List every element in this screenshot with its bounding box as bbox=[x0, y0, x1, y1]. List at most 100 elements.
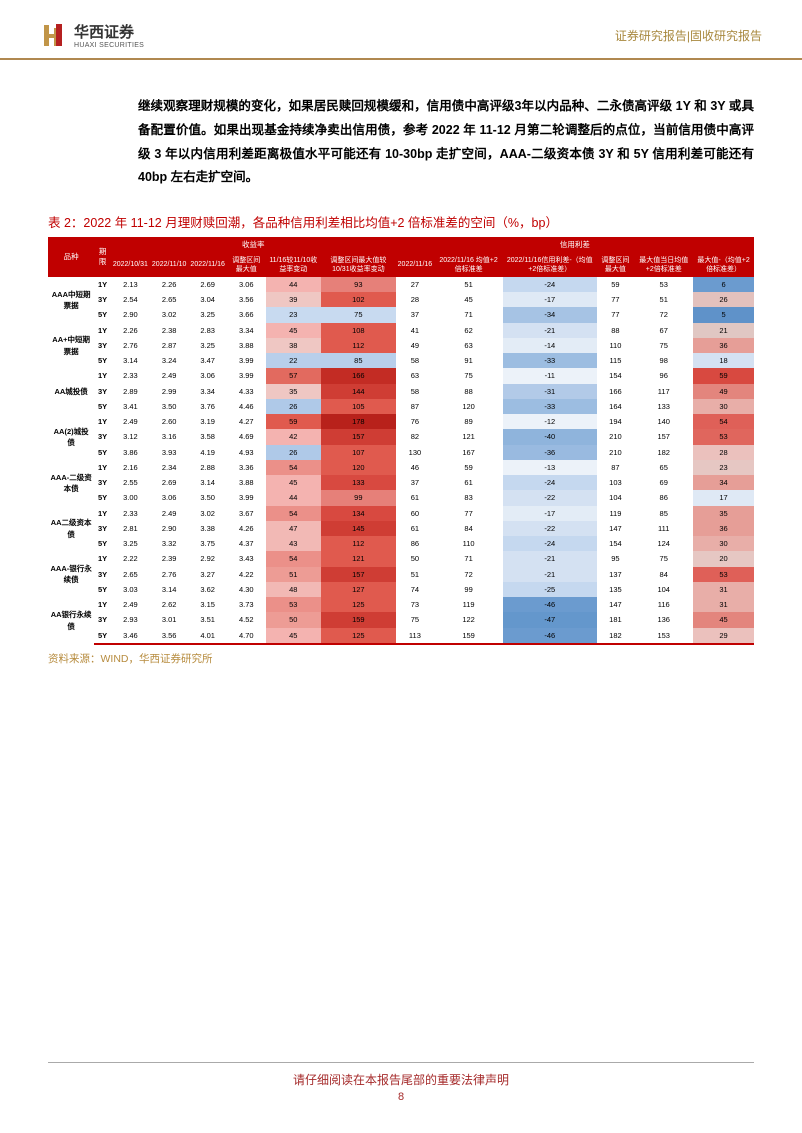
data-cell: 61 bbox=[396, 490, 435, 505]
data-cell: 120 bbox=[321, 460, 396, 475]
table-row: 5Y3.413.503.764.462610587120-3316413330 bbox=[48, 399, 754, 414]
data-cell: 4.22 bbox=[227, 567, 266, 582]
data-cell: -12 bbox=[503, 414, 597, 429]
term-cell: 3Y bbox=[94, 429, 111, 444]
col7: 调整区间最大值较10/31收益率变动 bbox=[321, 253, 396, 277]
data-cell: 133 bbox=[321, 475, 396, 490]
data-cell: 3.32 bbox=[150, 536, 189, 551]
category-cell: AAA中短期票据 bbox=[48, 277, 94, 323]
data-cell: 2.60 bbox=[150, 414, 189, 429]
data-cell: 2.83 bbox=[188, 323, 227, 338]
data-cell: 60 bbox=[396, 506, 435, 521]
data-cell: 4.37 bbox=[227, 536, 266, 551]
data-cell: 2.49 bbox=[150, 368, 189, 383]
category-cell: AA城投债 bbox=[48, 368, 94, 414]
data-cell: 135 bbox=[597, 582, 635, 597]
table-row: 5Y3.863.934.194.9326107130167-3621018228 bbox=[48, 445, 754, 460]
data-cell: 3.46 bbox=[111, 628, 150, 644]
data-cell: 134 bbox=[321, 506, 396, 521]
data-cell: 62 bbox=[434, 323, 503, 338]
data-cell: 45 bbox=[266, 475, 321, 490]
term-cell: 3Y bbox=[94, 292, 111, 307]
data-cell: 53 bbox=[693, 567, 754, 582]
data-cell: -31 bbox=[503, 384, 597, 399]
data-cell: 74 bbox=[396, 582, 435, 597]
data-cell: 95 bbox=[597, 551, 635, 566]
data-cell: 104 bbox=[597, 490, 635, 505]
data-cell: 2.16 bbox=[111, 460, 150, 475]
data-cell: 115 bbox=[597, 353, 635, 368]
term-cell: 3Y bbox=[94, 567, 111, 582]
term-cell: 5Y bbox=[94, 445, 111, 460]
data-cell: -21 bbox=[503, 567, 597, 582]
term-cell: 3Y bbox=[94, 338, 111, 353]
data-cell: -33 bbox=[503, 399, 597, 414]
data-cell: 3.16 bbox=[150, 429, 189, 444]
data-cell: 98 bbox=[634, 353, 693, 368]
data-cell: 51 bbox=[434, 277, 503, 292]
data-cell: 3.06 bbox=[227, 277, 266, 292]
data-cell: 3.14 bbox=[111, 353, 150, 368]
data-cell: 99 bbox=[434, 582, 503, 597]
data-cell: 3.06 bbox=[188, 368, 227, 383]
data-cell: 121 bbox=[434, 429, 503, 444]
data-cell: 85 bbox=[321, 353, 396, 368]
data-cell: 58 bbox=[396, 384, 435, 399]
data-cell: 6 bbox=[693, 277, 754, 292]
data-cell: 54 bbox=[693, 414, 754, 429]
data-cell: 35 bbox=[266, 384, 321, 399]
data-cell: 77 bbox=[597, 307, 635, 322]
category-cell: AA银行永续债 bbox=[48, 597, 94, 644]
data-cell: 111 bbox=[634, 521, 693, 536]
footer-page-num: 8 bbox=[0, 1091, 802, 1103]
term-cell: 1Y bbox=[94, 414, 111, 429]
term-cell: 1Y bbox=[94, 368, 111, 383]
data-cell: 45 bbox=[266, 628, 321, 644]
data-cell: 3.93 bbox=[150, 445, 189, 460]
table-row: 5Y3.463.564.014.7045125113159-4618215329 bbox=[48, 628, 754, 644]
data-cell: 181 bbox=[597, 612, 635, 627]
term-cell: 5Y bbox=[94, 353, 111, 368]
col3: 2022/11/10 bbox=[150, 253, 189, 277]
data-cell: 87 bbox=[396, 399, 435, 414]
table-row: AA(2)城投债1Y2.492.603.194.27591787689-1219… bbox=[48, 414, 754, 429]
data-cell: 3.51 bbox=[188, 612, 227, 627]
data-cell: 136 bbox=[634, 612, 693, 627]
table-row: 3Y2.542.653.043.56391022845-17775126 bbox=[48, 292, 754, 307]
data-cell: 26 bbox=[266, 399, 321, 414]
data-cell: 21 bbox=[693, 323, 754, 338]
data-cell: -33 bbox=[503, 353, 597, 368]
data-cell: 93 bbox=[321, 277, 396, 292]
data-cell: 4.33 bbox=[227, 384, 266, 399]
data-cell: -13 bbox=[503, 460, 597, 475]
col2: 2022/10/31 bbox=[111, 253, 150, 277]
term-cell: 1Y bbox=[94, 323, 111, 338]
data-cell: 89 bbox=[434, 414, 503, 429]
data-cell: 157 bbox=[321, 567, 396, 582]
data-cell: 122 bbox=[434, 612, 503, 627]
data-cell: 2.65 bbox=[150, 292, 189, 307]
data-cell: 63 bbox=[396, 368, 435, 383]
data-cell: 147 bbox=[597, 597, 635, 612]
data-cell: 2.49 bbox=[111, 597, 150, 612]
data-cell: 119 bbox=[597, 506, 635, 521]
data-cell: 2.90 bbox=[150, 521, 189, 536]
data-cell: 182 bbox=[597, 628, 635, 644]
data-cell: -14 bbox=[503, 338, 597, 353]
data-cell: 71 bbox=[434, 551, 503, 566]
data-cell: 39 bbox=[266, 292, 321, 307]
col-term: 期限 bbox=[94, 237, 111, 277]
table-row: AA+中短期票据1Y2.262.382.833.34451084162-2188… bbox=[48, 323, 754, 338]
data-cell: 4.93 bbox=[227, 445, 266, 460]
table-row: 5Y3.253.323.754.374311286110-2415412430 bbox=[48, 536, 754, 551]
col9: 2022/11/16 均值+2倍标准差 bbox=[434, 253, 503, 277]
data-cell: 137 bbox=[597, 567, 635, 582]
data-cell: 125 bbox=[321, 597, 396, 612]
data-cell: 46 bbox=[396, 460, 435, 475]
data-cell: 31 bbox=[693, 597, 754, 612]
data-cell: 91 bbox=[434, 353, 503, 368]
term-cell: 3Y bbox=[94, 521, 111, 536]
data-cell: 29 bbox=[693, 628, 754, 644]
data-cell: 166 bbox=[321, 368, 396, 383]
data-cell: 3.99 bbox=[227, 490, 266, 505]
